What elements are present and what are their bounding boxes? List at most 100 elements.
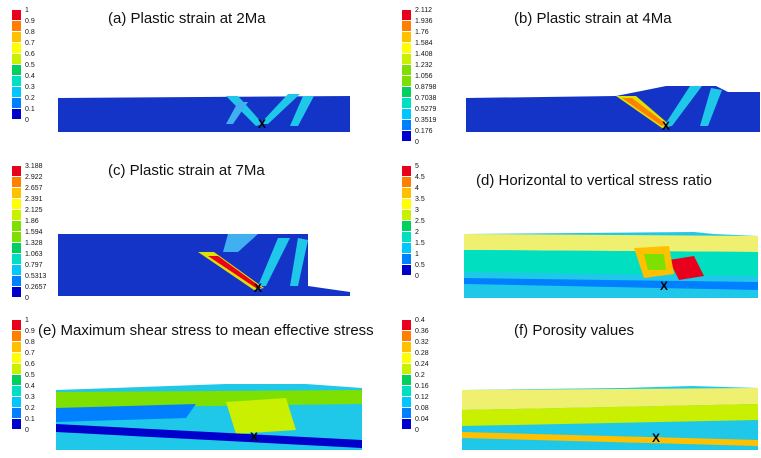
legend-tick: 0 xyxy=(415,273,419,280)
legend-swatch xyxy=(12,276,21,286)
mid-layer xyxy=(462,404,758,426)
mid-zone xyxy=(464,250,758,276)
legend-tick: 0.3 xyxy=(25,394,35,401)
legend-tick: 1.584 xyxy=(415,40,433,47)
legend-tick: 0.2 xyxy=(25,405,35,412)
strain-band-main-core xyxy=(622,98,666,126)
legend-swatch xyxy=(402,177,411,187)
basal-layer xyxy=(462,432,758,446)
legend-tick: 0 xyxy=(25,117,29,124)
low-shear-zone xyxy=(56,404,196,422)
strain-band-outer xyxy=(290,96,314,126)
legend-tick: 2 xyxy=(415,229,419,236)
legend-tick: 4 xyxy=(415,185,419,192)
marker-x: X xyxy=(250,430,258,444)
panel-c: (c) Plastic strain at 7Ma 3.188 2.922 2.65… xyxy=(0,152,380,304)
legend-swatch xyxy=(12,10,21,20)
legend-tick: 1.76 xyxy=(415,29,429,36)
panel-title: (b) Plastic strain at 4Ma xyxy=(514,10,672,27)
legend-swatch xyxy=(12,177,21,187)
legend-swatch xyxy=(12,166,21,176)
legend-tick: 0 xyxy=(25,427,29,434)
legend-swatch xyxy=(402,243,411,253)
panel-title: (f) Porosity values xyxy=(514,322,635,339)
legend-swatch xyxy=(402,210,411,220)
legend-swatch xyxy=(12,254,21,264)
legend-tick: 0.8798 xyxy=(415,84,437,91)
panel-title: (d) Horizontal to vertical stress ratio xyxy=(476,172,712,189)
legend-swatch xyxy=(12,353,21,363)
marker-x: X xyxy=(254,281,262,295)
legend-tick: 0.7 xyxy=(25,40,35,47)
legend-swatch xyxy=(12,32,21,42)
upper-layer xyxy=(462,388,758,410)
legend-swatch xyxy=(12,221,21,231)
legend-tick: 0 xyxy=(415,139,419,146)
legend-swatch xyxy=(402,188,411,198)
strain-band-right xyxy=(664,86,702,126)
legend-tick: 0.5 xyxy=(25,62,35,69)
legend-swatch xyxy=(402,320,411,330)
strain-band-outer xyxy=(290,238,308,286)
legend-swatch xyxy=(12,243,21,253)
legend-swatch xyxy=(12,232,21,242)
legend-tick: 0.7 xyxy=(25,350,35,357)
panel-title: (c) Plastic strain at 7Ma xyxy=(108,162,265,179)
legend-swatch xyxy=(402,232,411,242)
legend-tick: 0.5 xyxy=(415,262,425,269)
legend-tick: 0.5279 xyxy=(415,106,437,113)
legend-tick: 3 xyxy=(415,207,419,214)
strain-band-left xyxy=(226,96,263,126)
panel-d: (d) Horizontal to vertical stress ratio … xyxy=(390,152,761,304)
legend-tick: 1.594 xyxy=(25,229,43,236)
legend-tick: 0.28 xyxy=(415,350,429,357)
legend-swatch xyxy=(12,386,21,396)
legend-swatch xyxy=(402,98,411,108)
legend-swatch xyxy=(402,32,411,42)
legend-tick: 0.2657 xyxy=(25,284,47,291)
strain-section: X xyxy=(466,86,760,133)
legend-tick: 0.5 xyxy=(25,372,35,379)
legend-tick: 1.063 xyxy=(25,251,43,258)
panel-b: (b) Plastic strain at 4Ma 2.112 1.936 1.76… xyxy=(390,0,761,152)
legend-tick: 0.04 xyxy=(415,416,429,423)
marker-x: X xyxy=(258,117,266,131)
porosity-section: X xyxy=(462,386,758,450)
legend-tick: 0.36 xyxy=(415,328,429,335)
legend-swatch xyxy=(402,43,411,53)
legend-tick: 0.5313 xyxy=(25,273,47,280)
strain-band-right xyxy=(260,94,300,124)
upper-band xyxy=(464,234,758,252)
legend-swatch xyxy=(12,65,21,75)
legend-swatch xyxy=(402,375,411,385)
legend-tick: 0.4 xyxy=(415,317,425,324)
legend-swatch xyxy=(12,21,21,31)
legend-tick: 0.2 xyxy=(415,372,425,379)
legend-tick: 0.32 xyxy=(415,339,429,346)
legend-tick: 1.5 xyxy=(415,240,425,247)
legend-swatch xyxy=(402,109,411,119)
legend-swatch xyxy=(12,331,21,341)
panel-title: (a) Plastic strain at 2Ma xyxy=(108,10,266,27)
legend-tick: 0.2 xyxy=(25,95,35,102)
legend-tick: 0.6 xyxy=(25,51,35,58)
stress-patch-center xyxy=(644,254,666,270)
legend-tick: 0 xyxy=(25,295,29,302)
basal-layer xyxy=(56,424,362,448)
legend-swatch xyxy=(402,331,411,341)
legend-swatch xyxy=(402,65,411,75)
legend-tick: 1 xyxy=(25,317,29,324)
legend-tick: 0.9 xyxy=(25,328,35,335)
legend-swatch xyxy=(12,199,21,209)
legend-tick: 0.4 xyxy=(25,73,35,80)
legend-tick: 1.328 xyxy=(25,240,43,247)
legend-tick: 0.797 xyxy=(25,262,43,269)
legend-swatch xyxy=(12,188,21,198)
legend-tick: 0 xyxy=(415,427,419,434)
panel-a: (a) Plastic strain at 2Ma 1 0.9 0.8 0.7 0.6 0… xyxy=(0,0,380,152)
legend-swatch xyxy=(402,87,411,97)
legend-swatch xyxy=(12,43,21,53)
marker-x: X xyxy=(652,431,660,445)
legend-tick: 5 xyxy=(415,163,419,170)
legend-swatch xyxy=(12,87,21,97)
